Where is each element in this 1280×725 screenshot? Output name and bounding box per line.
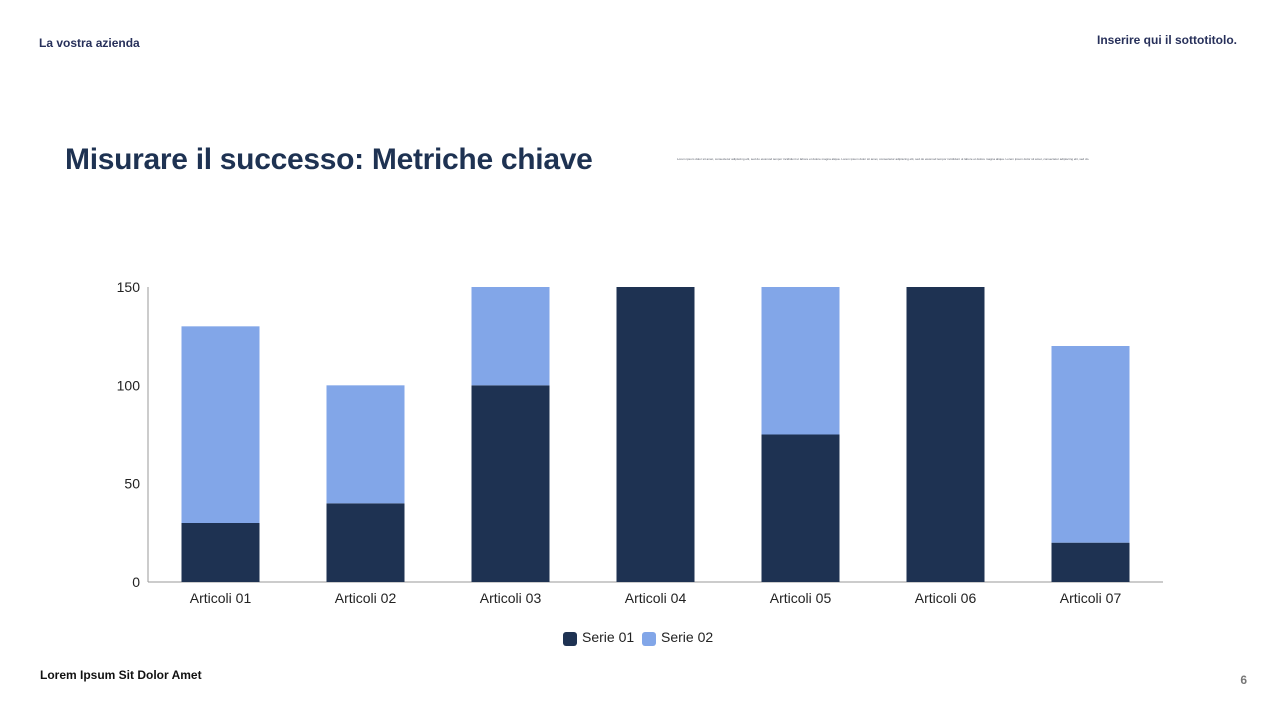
bar-segment (471, 287, 550, 386)
bar-segment (1051, 346, 1130, 543)
x-tick-label: Articoli 01 (190, 590, 252, 606)
x-tick-label: Articoli 02 (335, 590, 397, 606)
bar-segment (1051, 542, 1130, 582)
slide-title: Misurare il successo: Metriche chiave (65, 143, 593, 176)
bar-segment (471, 385, 550, 582)
legend-swatch (642, 632, 656, 646)
body-text: Lorem ipsum dolor sit amet, consectetur … (677, 157, 1090, 161)
x-tick-label: Articoli 05 (770, 590, 832, 606)
y-tick-label: 100 (117, 377, 141, 393)
bar-segment (761, 287, 840, 435)
legend-label: Serie 01 (582, 629, 634, 645)
slide-subtitle: Inserire qui il sottotitolo. (1096, 33, 1237, 47)
footer-text: Lorem Ipsum Sit Dolor Amet (40, 668, 202, 682)
y-tick-label: 0 (132, 574, 140, 590)
x-tick-label: Articoli 07 (1060, 590, 1122, 606)
bar-segment (761, 434, 840, 582)
bar-segment (326, 385, 405, 504)
bar-segment (181, 523, 260, 582)
legend-label: Serie 02 (661, 629, 713, 645)
x-tick-label: Articoli 03 (480, 590, 542, 606)
y-tick-label: 50 (124, 476, 140, 492)
x-tick-label: Articoli 06 (915, 590, 977, 606)
x-tick-label: Articoli 04 (625, 590, 687, 606)
company-name: La vostra azienda (39, 36, 140, 50)
y-tick-label: 150 (117, 279, 141, 295)
bar-segment (906, 287, 985, 582)
bar-segment (326, 503, 405, 582)
legend-swatch (563, 632, 577, 646)
bar-segment (616, 287, 695, 582)
bar-segment (181, 326, 260, 523)
page-number: 6 (1240, 673, 1247, 687)
